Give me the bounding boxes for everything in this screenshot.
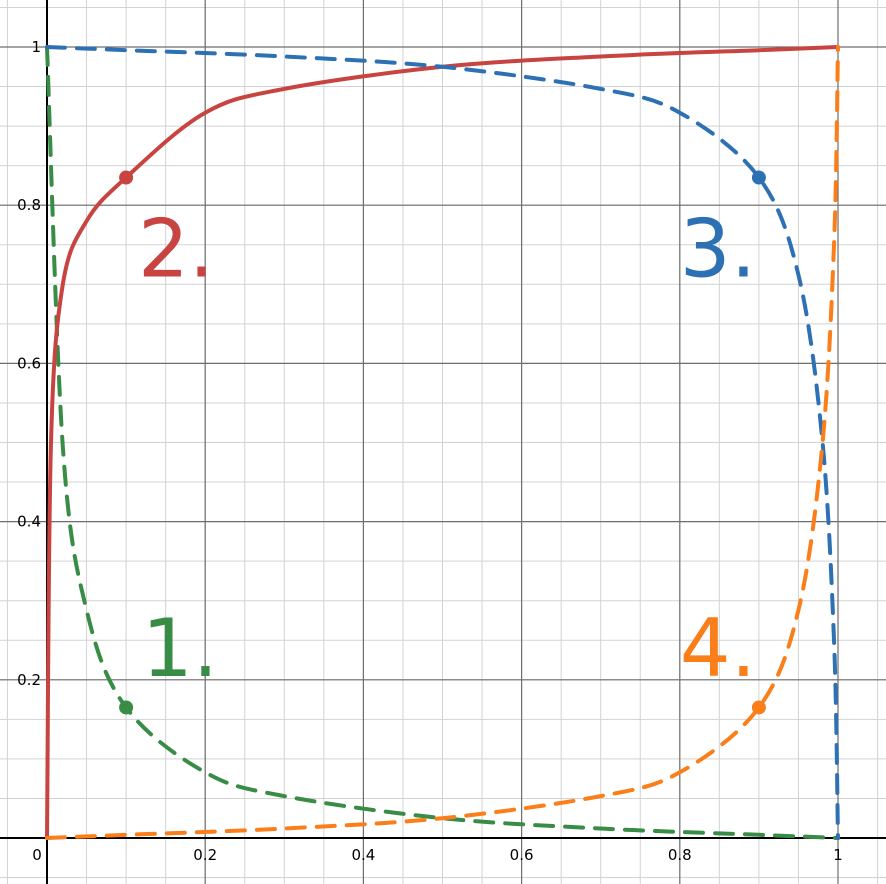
series-label-4: 4. (680, 602, 756, 695)
series-line-4 (45, 45, 840, 840)
y-tick-label: 0.4 (17, 513, 41, 531)
series-line-1 (45, 45, 840, 840)
series-marker-3 (751, 170, 766, 185)
marker-layer (119, 170, 766, 715)
series-line-2 (45, 45, 840, 840)
y-tick-label: 0.8 (17, 196, 41, 214)
x-tick-label: 0.4 (351, 846, 375, 864)
x-tick-label: 0.6 (510, 846, 534, 864)
series-marker-1 (119, 700, 134, 715)
y-tick-label: 0.2 (17, 671, 41, 689)
series-marker-2 (119, 170, 134, 185)
series-layer (45, 45, 840, 840)
y-tick-label: 1 (31, 38, 41, 56)
x-tick-label: 0 (32, 846, 42, 864)
x-tick-label: 0.2 (193, 846, 217, 864)
series-marker-4 (751, 700, 766, 715)
x-tick-label: 0.8 (668, 846, 692, 864)
curve-labels: 1. 2. 3. 4. (138, 202, 756, 694)
series-label-1: 1. (142, 602, 218, 695)
tick-labels: 0 0.2 0.4 0.6 0.8 1 0.2 0.4 0.6 0.8 1 (17, 38, 843, 864)
series-label-3: 3. (680, 202, 756, 295)
y-tick-label: 0.6 (17, 354, 41, 372)
series-line-3 (45, 45, 840, 840)
x-tick-label: 1 (833, 846, 843, 864)
series-label-2: 2. (138, 202, 214, 295)
